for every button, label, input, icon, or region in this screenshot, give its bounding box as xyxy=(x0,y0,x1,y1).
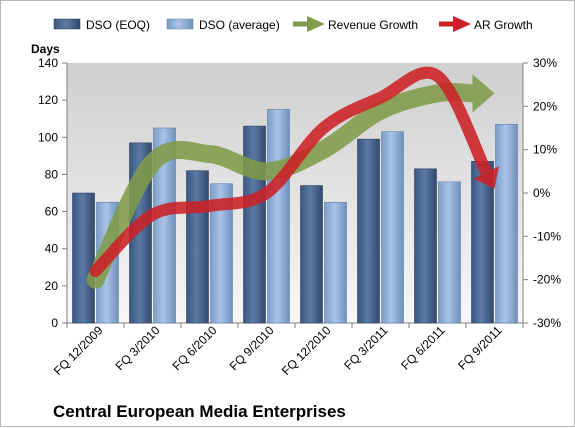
arrow-line-ar-growth xyxy=(89,66,493,277)
x-tick-label: FQ 12/2010 xyxy=(279,323,334,378)
bar-dso-average xyxy=(210,183,233,324)
arrows-layer xyxy=(86,66,499,289)
x-tick-label: FQ 6/2010 xyxy=(170,323,220,373)
y-tick-label: 0 xyxy=(51,316,58,330)
y2-tick-label: 0% xyxy=(533,186,551,200)
x-tick-label: FQ 9/2010 xyxy=(227,323,277,373)
legend-label-dso-average: DSO (average) xyxy=(199,18,280,32)
y-axis-label: Days xyxy=(31,42,60,56)
bar-dso-eoq xyxy=(186,170,209,324)
arrow-line-revenue-growth xyxy=(86,83,482,289)
legend-arrow-ar-growth xyxy=(439,16,471,32)
bar-dso-average xyxy=(267,109,290,324)
legend-arrow-revenue-growth xyxy=(293,16,325,32)
bar-dso-eoq xyxy=(300,185,323,324)
legend-label-dso-eoq: DSO (EOQ) xyxy=(86,18,150,32)
arrow-revenue-growth xyxy=(86,74,495,289)
y-tick-label: 40 xyxy=(45,242,59,256)
bar-dso-average xyxy=(381,131,404,324)
bar-dso-eoq xyxy=(357,138,380,324)
legend-label-ar-growth: AR Growth xyxy=(474,18,533,32)
y2-tick-label: -30% xyxy=(533,316,561,330)
x-tick-label: FQ 9/2011 xyxy=(455,323,505,373)
bar-dso-average xyxy=(153,127,176,324)
bar-dso-eoq xyxy=(243,125,266,324)
y-tick-label: 140 xyxy=(38,56,58,70)
legend-swatch-dso-eoq xyxy=(53,18,81,30)
x-tick-label: FQ 12/2009 xyxy=(51,323,106,378)
legend: DSO (EOQ) DSO (average) Revenue Growth A… xyxy=(53,16,533,32)
arrow-head-revenue-growth xyxy=(472,74,495,113)
y-tick-label: 100 xyxy=(38,130,58,144)
y-tick-label: 80 xyxy=(45,167,59,181)
chart-title: Central European Media Enterprises xyxy=(53,402,346,421)
bar-dso-eoq xyxy=(414,168,437,324)
bar-dso-eoq xyxy=(72,192,95,324)
y2-tick-label: -20% xyxy=(533,273,561,287)
y2-tick-label: 20% xyxy=(533,99,557,113)
x-tick-label: FQ 6/2011 xyxy=(398,323,448,373)
legend-label-revenue-growth: Revenue Growth xyxy=(328,18,418,32)
y-tick-label: 120 xyxy=(38,93,58,107)
bar-dso-average xyxy=(495,123,518,324)
y2-tick-label: -10% xyxy=(533,229,561,243)
y2-tick-label: 30% xyxy=(533,56,557,70)
y-tick-label: 60 xyxy=(45,205,59,219)
y-tick-label: 20 xyxy=(45,279,59,293)
legend-swatch-dso-average xyxy=(166,18,194,30)
arrow-head-ar-growth xyxy=(473,166,499,189)
y2-tick-label: 10% xyxy=(533,143,557,157)
x-tick-label: FQ 3/2010 xyxy=(113,323,163,373)
bar-dso-average xyxy=(324,201,347,324)
x-tick-label: FQ 3/2011 xyxy=(341,323,391,373)
arrow-ar-growth xyxy=(89,66,499,277)
bar-dso-average xyxy=(438,181,461,324)
